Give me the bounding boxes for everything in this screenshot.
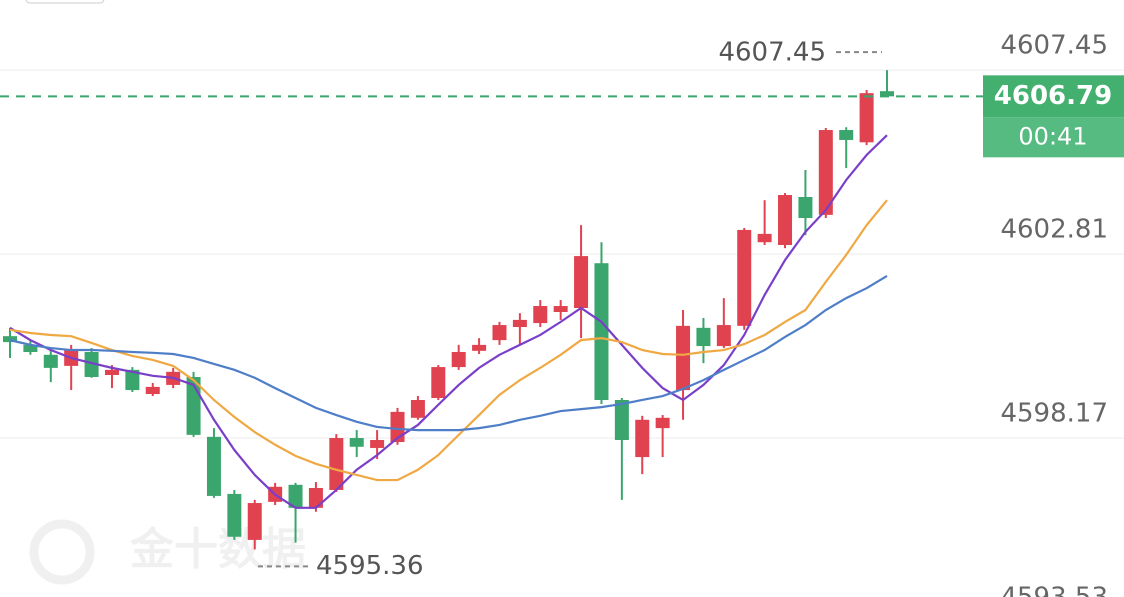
candle-body	[145, 386, 160, 395]
candle-body	[247, 503, 262, 540]
candle-body	[308, 487, 323, 508]
candle-body	[757, 233, 772, 243]
candle-body	[818, 130, 833, 215]
candle-body	[574, 256, 589, 309]
watermark-logo	[29, 519, 95, 585]
candle-body	[390, 411, 405, 443]
candle-body	[614, 399, 629, 441]
candle-body	[533, 306, 548, 324]
candle-body	[512, 319, 527, 328]
y-tick-label: 4593.53	[1000, 582, 1108, 597]
candle-body	[778, 195, 793, 245]
candle-body	[227, 493, 242, 537]
ma-line	[9, 274, 888, 432]
candle-body	[451, 352, 466, 368]
y-tick-label: 4602.81	[1000, 215, 1108, 245]
ma-line	[9, 199, 888, 482]
candle-body	[859, 93, 874, 143]
candle-body	[84, 352, 99, 377]
countdown-box	[983, 117, 1124, 158]
last-price-box	[983, 75, 1124, 118]
candle-body	[431, 367, 446, 398]
max-marker-label: 4607.45	[718, 38, 826, 68]
candle-body	[716, 325, 731, 347]
y-tick-label: 4598.17	[1000, 399, 1108, 429]
candle-body	[288, 484, 303, 508]
ma-line	[9, 134, 888, 509]
candle-body	[696, 327, 711, 347]
candle-body	[125, 369, 140, 391]
candle-body	[880, 91, 894, 97]
candle-body	[104, 369, 119, 376]
candle-body	[410, 399, 425, 418]
candle-body	[206, 436, 221, 496]
candle-body	[3, 336, 17, 343]
candle-body	[349, 438, 364, 447]
candle-body	[594, 263, 609, 400]
candle-body	[655, 417, 670, 429]
candle-body	[553, 306, 568, 312]
candle-body	[635, 419, 650, 458]
last-price-label: 4606.79	[994, 81, 1112, 111]
candle-body	[492, 325, 507, 341]
candle-body	[329, 438, 344, 490]
top-box	[25, 0, 105, 4]
candle-body	[798, 197, 813, 219]
candle-body	[370, 440, 385, 448]
y-tick-label: 4607.45	[1000, 31, 1108, 61]
candle-body	[23, 344, 38, 353]
min-marker-label: 4595.36	[316, 551, 424, 581]
candle-body	[43, 354, 58, 368]
candle-body	[472, 344, 487, 351]
candle-body	[676, 325, 691, 391]
countdown-label: 00:41	[1018, 122, 1087, 150]
candle-body	[737, 229, 752, 326]
candle-body	[839, 130, 854, 140]
